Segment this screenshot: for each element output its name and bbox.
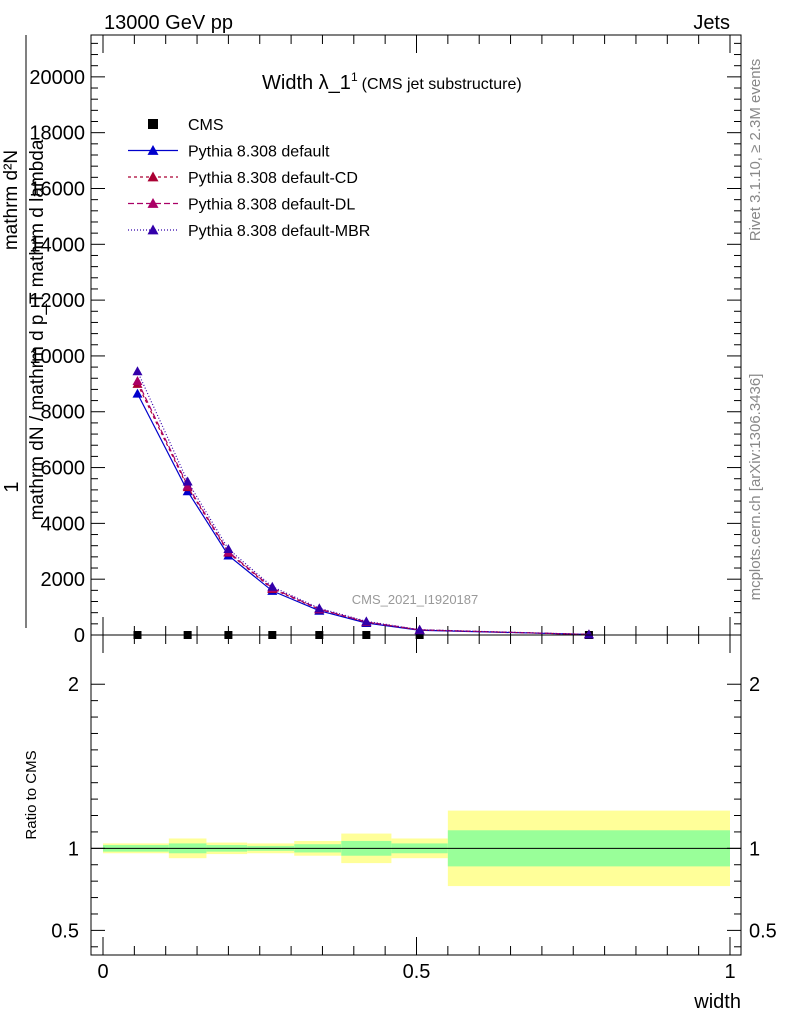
main-y-tick-label: 8000 [41, 402, 86, 424]
ratio-y-tick-label-right: 0.5 [749, 920, 777, 942]
legend-item: Pythia 8.308 default [128, 144, 330, 161]
chart-title: Width λ_11 (CMS jet substructure) [262, 70, 522, 94]
main-y-tick-label: 14000 [29, 234, 85, 256]
main-y-axis: 0 2000 4000 6000 8000 10000 12000 14000 16000 180… [29, 42, 741, 647]
ylabel-numerator: 1 [1, 481, 23, 492]
main-y-tick-label: 16000 [29, 178, 85, 200]
mcplots-label: mcplots.cern.ch [arXiv:1306.3436] [747, 374, 764, 601]
legend-item: Pythia 8.308 default-CD [128, 170, 358, 187]
legend-label: Pythia 8.308 default-CD [188, 170, 358, 187]
ratio-y-tick-label-right: 2 [749, 674, 760, 696]
main-y-tick-label: 4000 [41, 513, 86, 535]
legend-marker [147, 224, 159, 235]
legend-label: Pythia 8.308 default [188, 144, 330, 161]
rivet-label: Rivet 3.1.10, ≥ 2.3M events [747, 59, 764, 242]
series-marker [583, 629, 594, 639]
series-marker [267, 581, 278, 591]
legend-item: Pythia 8.308 default-MBR [128, 223, 370, 240]
ylabel-denominator: mathrm dN / mathrm d p_T mathrm d lambda [27, 139, 48, 520]
main-y-tick-label: 10000 [29, 346, 85, 368]
series-marker [132, 388, 143, 398]
main-y-tick-label: 18000 [29, 123, 85, 145]
series-marker [132, 376, 143, 386]
x-tick-label: 0 [97, 961, 108, 983]
title-text: Width λ_11 (CMS jet substructure) [262, 70, 522, 94]
series-marker [182, 476, 193, 486]
series-4 [132, 366, 594, 639]
x-tick-label: 1 [724, 961, 735, 983]
main-y-tick-label: 0 [74, 625, 85, 647]
main-y-tick-label: 12000 [29, 290, 85, 312]
ylabel-numerator-d2n: mathrm d²N [1, 150, 22, 250]
legend-marker [147, 198, 159, 208]
x-tick-label: 0.5 [403, 961, 431, 983]
main-y-tick-label: 6000 [41, 458, 86, 480]
ratio-plot-frame [90, 634, 742, 956]
series-marker [361, 616, 372, 626]
series-line [136, 383, 589, 636]
legend-item: CMS [148, 117, 224, 134]
ratio-x-axis: 0 0.5 1 [97, 635, 736, 983]
main-x-ticks [102, 35, 731, 635]
main-y-axis-label: 1 mathrm dN / mathrm d p_T mathrm d lamb… [1, 35, 48, 628]
ratio-y-tick-label: 2 [68, 674, 79, 696]
series-line [136, 393, 589, 636]
series-marker [414, 624, 425, 634]
legend-label: Pythia 8.308 default-DL [188, 197, 355, 214]
main-y-tick-label: 2000 [41, 569, 86, 591]
legend-item: Pythia 8.308 default-DL [128, 197, 355, 214]
ratio-y-axis-label: Ratio to CMS [23, 750, 40, 839]
ratio-y-tick-label: 0.5 [51, 920, 79, 942]
legend-label: Pythia 8.308 default-MBR [188, 223, 370, 240]
x-axis-label: width [693, 991, 741, 1013]
legend: CMS Pythia 8.308 default Pythia 8.308 defa… [128, 117, 370, 240]
ratio-y-tick-label-right: 1 [749, 838, 760, 860]
legend-marker [147, 171, 159, 182]
ratio-y-tick-label: 1 [68, 838, 79, 860]
legend-label: CMS [188, 117, 224, 134]
series-line [136, 380, 589, 636]
category-label: Jets [693, 12, 730, 34]
series-marker [223, 544, 234, 554]
main-y-tick-label: 20000 [29, 67, 85, 89]
analysis-watermark: CMS_2021_I1920187 [352, 592, 479, 607]
series-marker [314, 603, 325, 613]
legend-marker [147, 145, 159, 155]
series-marker [132, 366, 143, 376]
ratio-y-axis: 0.5 0.5 1 1 2 2 [51, 674, 777, 948]
process-label: 13000 GeV pp [104, 12, 233, 34]
legend-marker [148, 119, 158, 129]
